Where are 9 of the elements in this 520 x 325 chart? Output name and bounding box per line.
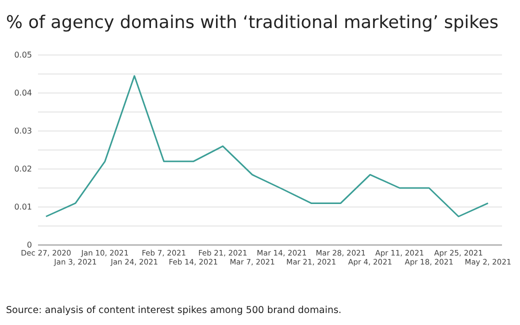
y-tick-label: 0.03	[14, 126, 32, 136]
source-note: Source: analysis of content interest spikes among 500 brand domains.	[6, 305, 342, 316]
line-series	[45, 75, 489, 218]
y-tick-label: 0.05	[14, 50, 32, 60]
y-tick-label: 0.02	[14, 164, 32, 174]
y-tick-label: 0.01	[14, 202, 32, 212]
y-tick-label: 0	[26, 240, 32, 250]
chart-title: % of agency domains with ‘traditional marketing’ spikes	[6, 13, 499, 33]
y-tick-label: 0.04	[14, 88, 32, 98]
